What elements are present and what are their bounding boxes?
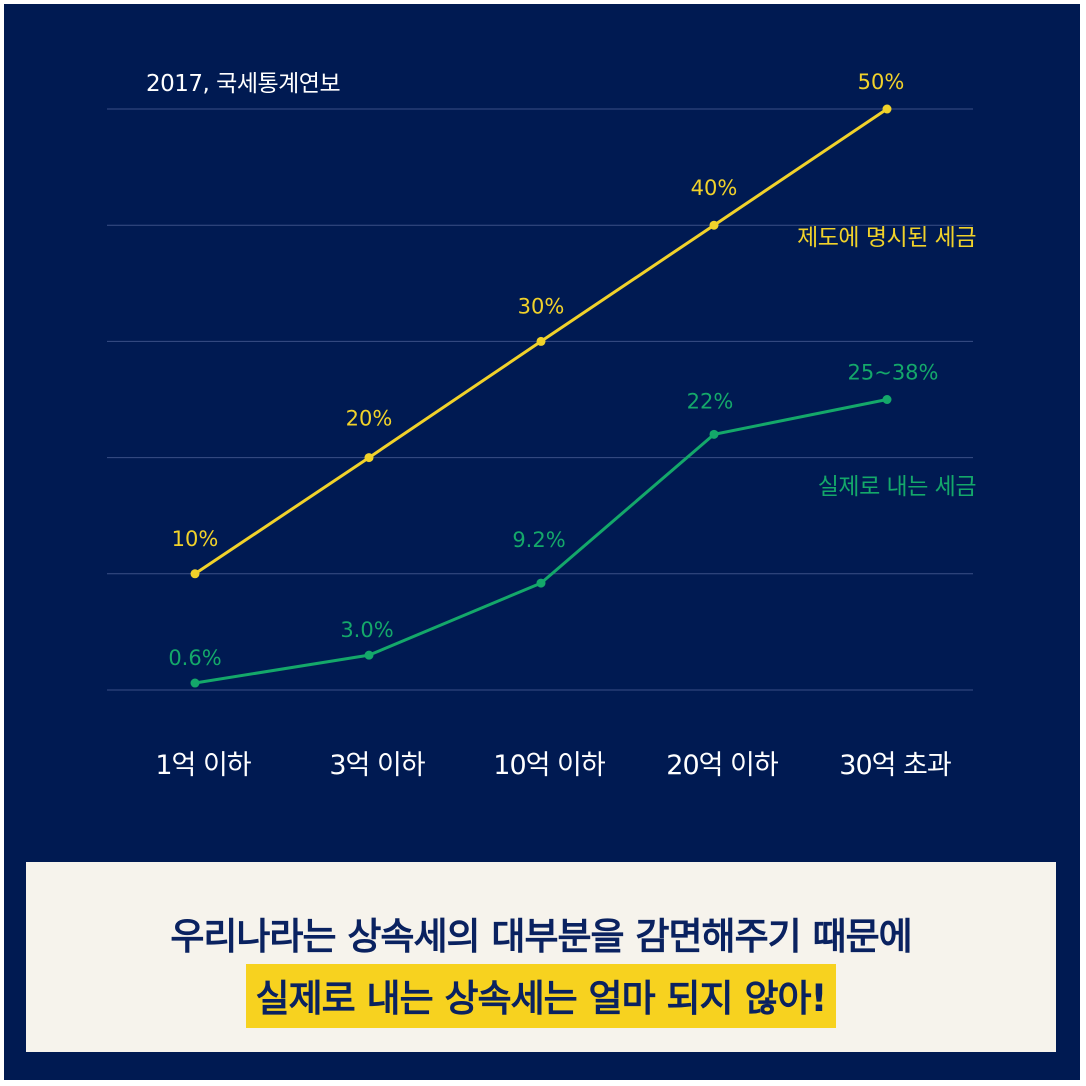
x-tick-label-1: 3억 이하 xyxy=(329,750,425,781)
data-label-actual-1: 3.0% xyxy=(340,618,393,642)
data-point-actual-1 xyxy=(364,650,374,660)
x-tick-label-0: 1억 이하 xyxy=(155,750,251,781)
data-label-actual-4: 25~38% xyxy=(848,361,939,385)
x-tick-label-2: 10억 이하 xyxy=(493,750,606,781)
data-point-statutory-0 xyxy=(190,569,200,579)
data-label-actual-2: 9.2% xyxy=(512,528,565,552)
source-label: 2017, 국세통계연보 xyxy=(146,71,341,97)
series-name-actual: 실제로 내는 세금 xyxy=(818,474,976,500)
data-label-statutory-2: 30% xyxy=(518,294,565,318)
series-name-statutory: 제도에 명시된 세금 xyxy=(797,225,976,251)
caption-line-2-highlight: 실제로 내는 상속세는 얼마 되지 않아! xyxy=(245,964,837,1028)
data-point-statutory-1 xyxy=(364,453,374,463)
data-point-actual-3 xyxy=(709,429,719,439)
data-label-actual-0: 0.6% xyxy=(168,646,221,670)
caption-box: 우리나라는 상속세의 대부분을 감면해주기 때문에 실제로 내는 상속세는 얼마… xyxy=(26,862,1056,1052)
caption-line-2-wrap: 실제로 내는 상속세는 얼마 되지 않아! xyxy=(26,964,1056,1028)
data-point-statutory-3 xyxy=(709,220,719,230)
x-tick-label-4: 30억 초과 xyxy=(839,750,951,781)
data-label-statutory-1: 20% xyxy=(346,407,393,431)
data-label-statutory-4: 50% xyxy=(858,70,905,94)
data-label-statutory-0: 10% xyxy=(172,527,219,551)
caption-line-1: 우리나라는 상속세의 대부분을 감면해주기 때문에 xyxy=(170,915,912,958)
data-point-actual-0 xyxy=(190,678,200,688)
data-point-actual-2 xyxy=(536,578,546,588)
data-label-statutory-3: 40% xyxy=(691,176,738,200)
data-point-actual-4 xyxy=(882,395,892,404)
data-label-actual-3: 22% xyxy=(687,389,734,413)
data-point-statutory-4 xyxy=(882,104,892,114)
x-tick-label-3: 20억 이하 xyxy=(666,750,779,781)
data-point-statutory-2 xyxy=(536,336,546,346)
